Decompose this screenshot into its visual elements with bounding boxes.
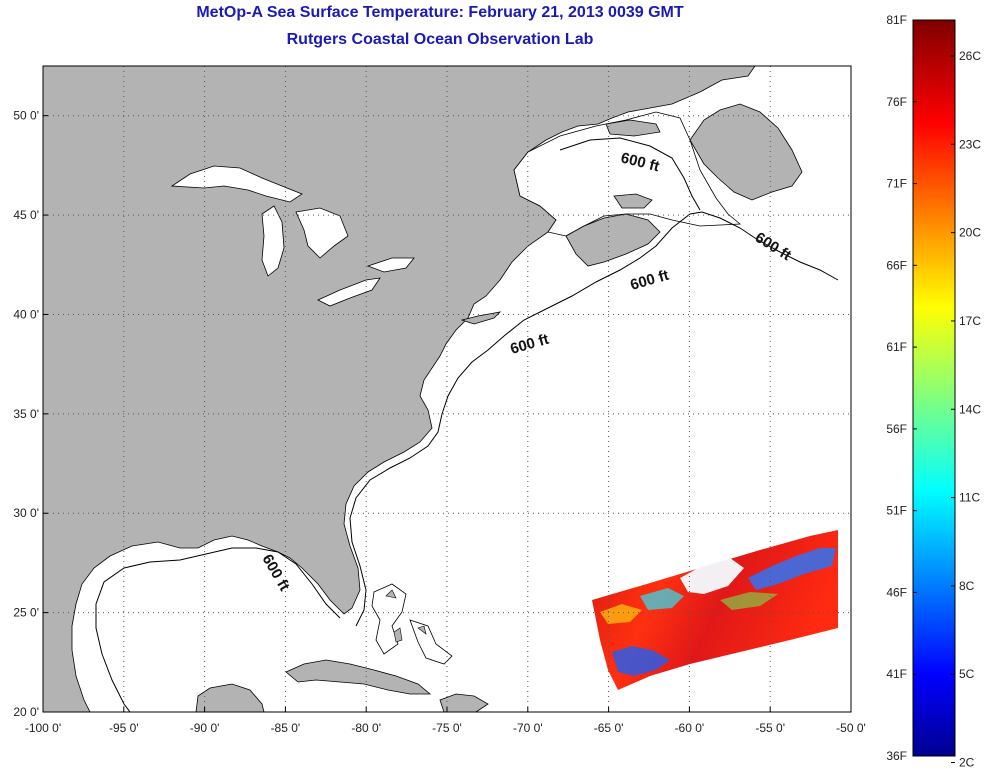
hispaniola-land [439,693,489,712]
sst-green-streak [720,592,778,610]
sst-yellow-band [600,604,642,624]
anticosti-island [605,119,661,137]
map-title: MetOp-A Sea Surface Temperature: Februar… [196,4,684,21]
axis-labels: -100 0' -95 0' -90 0' -85 0' -80 0' -75 0' -70… [13,109,865,735]
colorbar-c-label: 17C [959,314,981,328]
newfoundland-land [689,103,803,201]
sst-cool-patch-north [748,548,836,590]
colorbar-f-label: 76F [886,95,907,109]
colorbar-c-label: 5C [959,667,975,681]
colorbar-c-label: 26C [959,49,981,63]
x-tick-label: -65 0' [594,721,624,735]
x-tick-label: -75 0' [432,721,462,735]
bahamas-banks [371,583,407,655]
cuba-land [285,659,432,695]
y-tick-label: 35 0' [13,407,39,421]
bahamas-islands [385,589,427,643]
colorbar-f-label: 61F [886,340,907,354]
x-tick-label: -70 0' [513,721,543,735]
north-america-land [43,66,756,712]
x-tick-label: -80 0' [351,721,381,735]
y-tick-label: 20 0' [13,705,39,719]
colorbar-f-label: 41F [886,667,907,681]
sst-cool-patch-west [612,646,670,676]
lake-ontario [366,257,415,273]
colorbar-gradient [912,19,956,757]
x-tick-label: -60 0' [675,721,705,735]
colorbar-c-label: 20C [959,226,981,240]
map-subtitle: Rutgers Coastal Ocean Observation Lab [286,31,594,48]
long-island [460,311,502,325]
sst-cloud-gap [680,558,744,594]
x-tick-label: -100 0' [25,721,61,735]
colorbar-c-label: 8C [959,579,975,593]
x-tick-label: -50 0' [836,721,866,735]
colorbar-f-label: 81F [886,13,907,27]
y-tick-label: 50 0' [13,109,39,123]
colorbar-f-label: 51F [886,504,907,518]
sst-swath [592,530,838,690]
shelf-contour-gulf [95,547,341,712]
colorbar-f-label: 56F [886,422,907,436]
bahamas-banks-2 [409,619,453,665]
colorbar-labels: 81F 76F 71F 66F 61F 56F 51F 46F 41F 36F 26C 23C 20C 1… [886,13,981,770]
colorbar-f-label: 66F [886,258,907,272]
colorbar-c-label: 2C [959,756,975,770]
nova-scotia-land [565,213,661,267]
y-tick-label: 30 0' [13,506,39,520]
y-tick-label: 25 0' [13,606,39,620]
colorbar-f-label: 46F [886,585,907,599]
shelf-contour-laurentian [559,137,701,211]
pei-island [613,193,653,209]
colorbar-f-label: 71F [886,177,907,191]
lake-michigan [261,205,285,277]
lake-huron [295,207,349,259]
x-tick-label: -95 0' [109,721,139,735]
colorbar-f-label: 36F [886,749,907,763]
x-tick-label: -55 0' [755,721,785,735]
gulf-of-st-lawrence [513,111,742,237]
x-tick-label: -90 0' [190,721,220,735]
shelf-contour-atlantic [349,211,839,627]
land-layer [43,66,839,712]
sst-cyan-band [640,588,684,610]
x-tick-label: -85 0' [271,721,301,735]
y-tick-label: 40 0' [13,307,39,321]
lake-superior [170,165,303,203]
colorbar-c-label: 14C [959,402,981,416]
colorbar-c-label: 23C [959,137,981,151]
lake-erie [317,277,381,307]
colorbar-c-label: 11C [959,491,980,505]
yucatan-land [195,683,265,712]
y-tick-label: 45 0' [13,208,39,222]
